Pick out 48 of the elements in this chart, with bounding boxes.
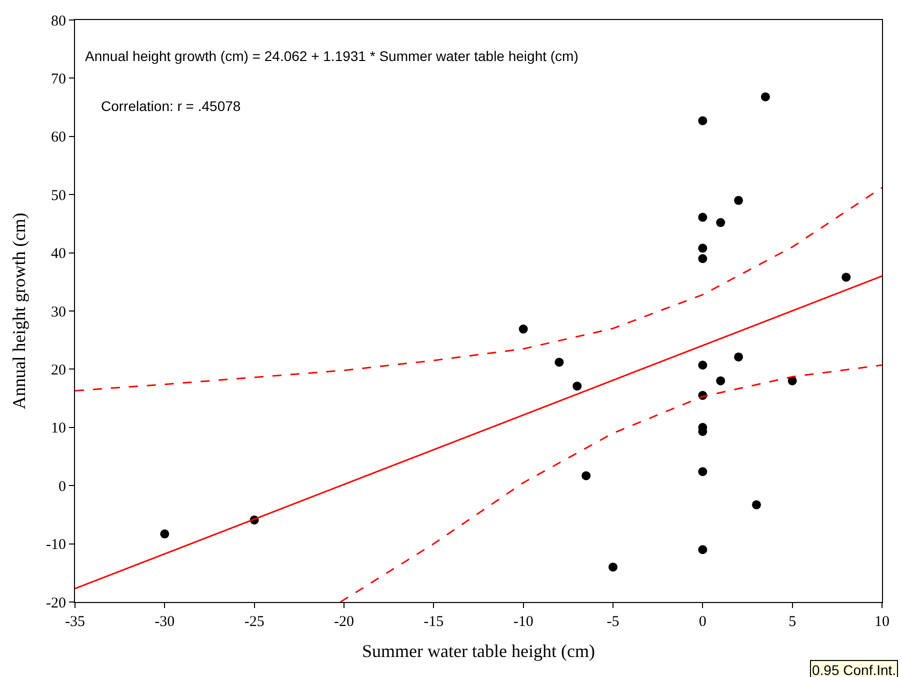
x-tick-label: -15: [424, 614, 444, 630]
point: [698, 244, 708, 253]
point: [572, 382, 582, 391]
line-series: [340, 364, 882, 602]
y-tick-label: 20: [51, 362, 66, 378]
x-axis-title: Summer water table height (cm): [362, 641, 595, 662]
point: [760, 92, 770, 102]
x-tick-label: -35: [65, 614, 85, 630]
y-tick-label: 10: [51, 420, 66, 437]
point: [752, 500, 761, 510]
y-tick-label: 0: [58, 478, 66, 495]
point: [698, 545, 708, 554]
x-tick-label: 0: [698, 614, 706, 630]
point: [698, 116, 708, 126]
point: [698, 467, 708, 476]
x-tick-label: -30: [154, 614, 175, 630]
x-tick-label: -5: [606, 614, 620, 630]
y-tick-label: -10: [46, 537, 66, 554]
point: [554, 358, 564, 367]
y-tick-label: 70: [51, 71, 66, 88]
point: [160, 529, 170, 538]
y-tick-label: 30: [51, 304, 66, 320]
point: [518, 324, 528, 334]
annotation: Annual height growth (cm) = 24.062 + 1.1931 * Summer water table height (cm): [85, 48, 578, 64]
point: [734, 352, 744, 362]
annotation: Correlation: r = .45078: [101, 98, 241, 114]
point: [734, 196, 744, 205]
point: [698, 254, 708, 264]
x-tick-label: -10: [513, 614, 534, 630]
x-tick-label: -20: [334, 614, 354, 630]
line-series: [75, 186, 882, 392]
text: 0.95 Conf.Int.: [812, 662, 896, 677]
y-tick-label: -20: [46, 595, 66, 612]
y-tick-label: 40: [51, 246, 66, 262]
y-tick-label: 50: [51, 188, 66, 204]
y-tick-label: 80: [51, 13, 66, 30]
x-tick-label: -25: [244, 614, 264, 630]
y-tick-label: 60: [51, 130, 66, 146]
point: [698, 360, 708, 370]
point: [608, 562, 618, 572]
point: [716, 376, 726, 386]
x-tick-label: 10: [874, 614, 890, 630]
point: [582, 471, 591, 480]
point: [842, 272, 851, 282]
point: [698, 212, 708, 222]
x-tick-label: 5: [788, 614, 796, 630]
y-axis-title: Annual height growth (cm): [9, 212, 30, 410]
point: [716, 218, 726, 228]
